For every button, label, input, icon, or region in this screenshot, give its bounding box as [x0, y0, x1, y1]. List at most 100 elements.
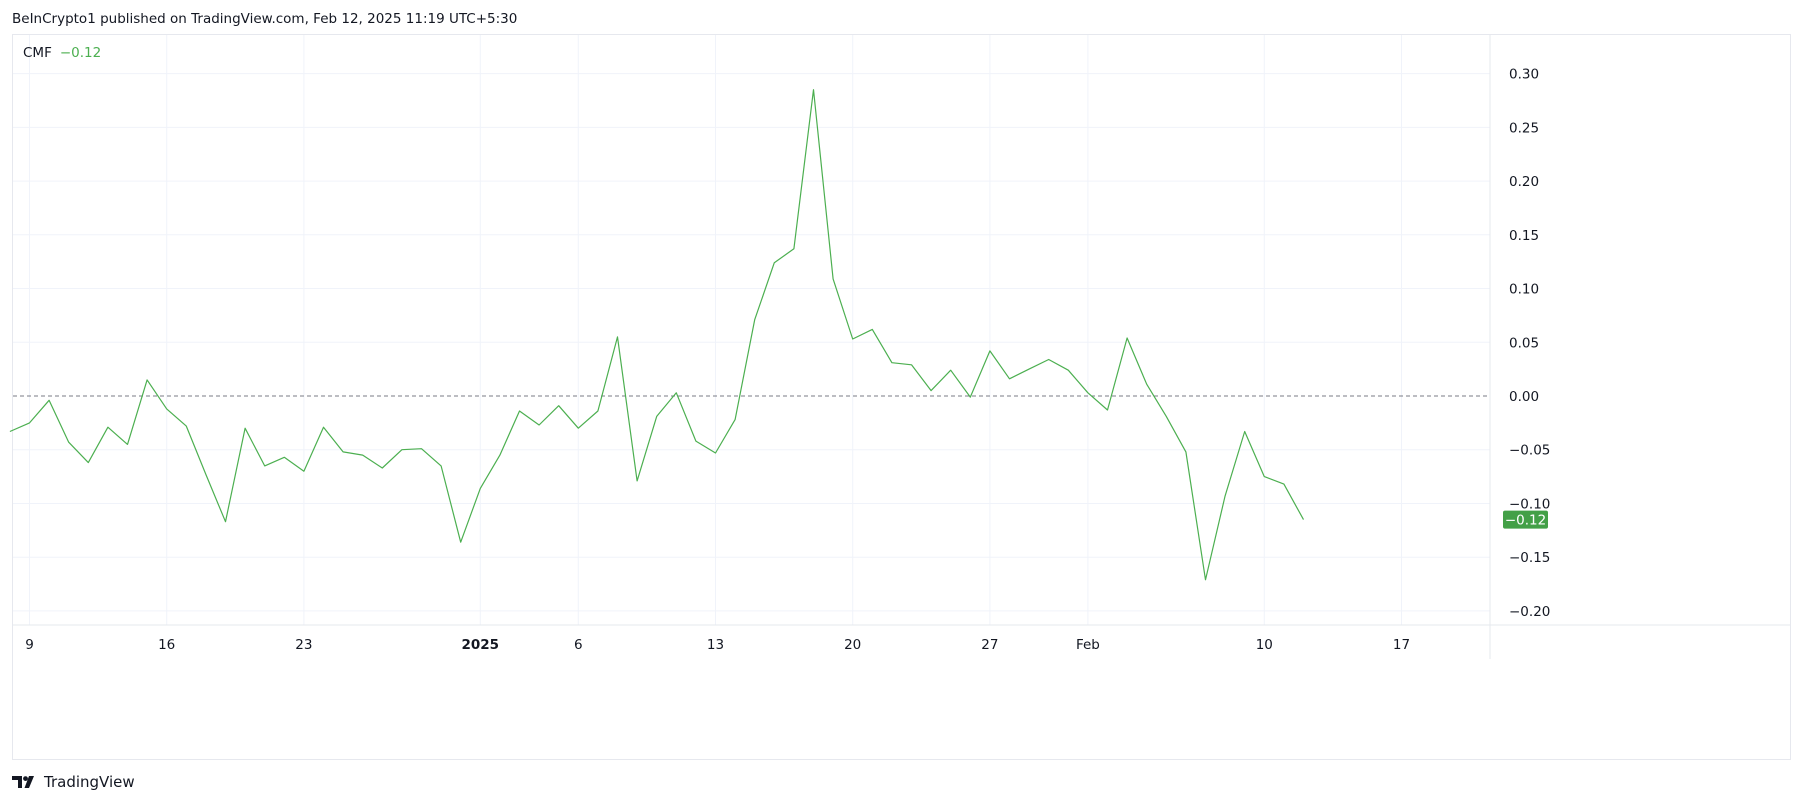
cmf-data-point: [734, 418, 737, 421]
cmf-data-point: [1145, 383, 1148, 386]
cmf-data-point: [106, 426, 109, 429]
cmf-data-point: [8, 430, 11, 433]
x-tick-label: 23: [295, 637, 312, 653]
cmf-data-point: [400, 448, 403, 451]
cmf-data-point: [498, 454, 501, 457]
cmf-data-point: [1204, 578, 1207, 581]
x-tick-label: 9: [25, 637, 34, 653]
cmf-data-point: [714, 452, 717, 455]
cmf-data-point: [890, 361, 893, 364]
cmf-data-point: [655, 415, 658, 418]
cmf-data-point: [1165, 415, 1168, 418]
legend: CMF −0.12: [23, 45, 101, 61]
cmf-data-point: [792, 247, 795, 250]
last-value-label: −0.12: [1505, 513, 1546, 529]
x-tick-label: 6: [574, 637, 583, 653]
cmf-data-point: [988, 349, 991, 352]
cmf-data-point: [1067, 369, 1070, 372]
y-tick-label: 0.30: [1509, 67, 1539, 83]
y-tick-label: 0.00: [1509, 389, 1539, 405]
cmf-data-point: [87, 461, 90, 464]
x-tick-label: 2025: [462, 637, 500, 653]
cmf-data-point: [1126, 337, 1129, 340]
x-tick-label: 20: [844, 637, 861, 653]
cmf-data-point: [518, 410, 521, 413]
cmf-data-point: [224, 520, 227, 523]
y-tick-label: 0.20: [1509, 174, 1539, 190]
cmf-data-point: [969, 396, 972, 399]
cmf-data-point: [773, 261, 776, 264]
cmf-data-point: [1263, 475, 1266, 478]
cmf-data-point: [871, 328, 874, 331]
y-tick-label: 0.25: [1509, 120, 1539, 136]
cmf-data-point: [557, 404, 560, 407]
cmf-data-point: [322, 426, 325, 429]
cmf-data-point: [1086, 391, 1089, 394]
cmf-data-point: [440, 464, 443, 467]
cmf-data-point: [459, 541, 462, 544]
cmf-data-point: [1243, 430, 1246, 433]
tradingview-branding[interactable]: TradingView: [12, 773, 135, 791]
chart-frame: [12, 34, 1791, 760]
cmf-data-point: [930, 389, 933, 392]
cmf-data-point: [146, 378, 149, 381]
cmf-data-point: [361, 454, 364, 457]
cmf-data-point: [185, 425, 188, 428]
cmf-data-point: [165, 407, 168, 410]
cmf-data-point: [263, 464, 266, 467]
y-tick-label: 0.15: [1509, 228, 1539, 244]
cmf-data-point: [1008, 377, 1011, 380]
x-tick-label: 17: [1393, 637, 1410, 653]
y-tick-label: −0.10: [1509, 496, 1550, 512]
x-tick-label: 13: [707, 637, 724, 653]
cmf-data-point: [753, 318, 756, 321]
cmf-series-line: [9, 89, 1305, 581]
cmf-data-point: [381, 467, 384, 470]
x-tick-label: 16: [158, 637, 175, 653]
legend-indicator-name: CMF: [23, 45, 52, 61]
cmf-data-point: [479, 487, 482, 490]
cmf-data-point: [675, 391, 678, 394]
cmf-data-point: [812, 88, 815, 91]
cmf-data-point: [244, 427, 247, 430]
cmf-data-point: [283, 456, 286, 459]
cmf-chart[interactable]: 0.300.250.200.150.100.050.00−0.05−0.10−0…: [0, 0, 1805, 760]
cmf-data-point: [1106, 409, 1109, 412]
y-tick-label: 0.10: [1509, 282, 1539, 298]
cmf-data-point: [342, 450, 345, 453]
cmf-data-point: [949, 369, 952, 372]
cmf-data-point: [67, 441, 70, 444]
cmf-data-point: [204, 473, 207, 476]
y-tick-label: 0.05: [1509, 335, 1539, 351]
cmf-data-point: [636, 479, 639, 482]
x-tick-label: Feb: [1076, 637, 1100, 653]
cmf-data-point: [596, 410, 599, 413]
x-tick-label: 27: [981, 637, 998, 653]
cmf-data-point: [126, 443, 129, 446]
cmf-data-point: [1047, 358, 1050, 361]
publisher-line: BeInCrypto1 published on TradingView.com…: [12, 11, 518, 27]
cmf-data-point: [538, 424, 541, 427]
last-value-badge: [1503, 510, 1548, 529]
cmf-data-point: [1302, 518, 1305, 521]
legend-indicator-value: −0.12: [59, 45, 102, 61]
cmf-data-point: [28, 421, 31, 424]
cmf-data-point: [1028, 368, 1031, 371]
cmf-data-point: [851, 338, 854, 341]
cmf-data-point: [694, 440, 697, 443]
cmf-data-point: [1282, 483, 1285, 486]
tradingview-brand-text: TradingView: [44, 773, 135, 791]
cmf-data-point: [577, 427, 580, 430]
cmf-data-point: [48, 399, 51, 402]
cmf-data-point: [910, 363, 913, 366]
tradingview-logo-icon: [12, 775, 34, 788]
y-tick-label: −0.15: [1509, 550, 1550, 566]
cmf-data-point: [832, 277, 835, 280]
cmf-data-point: [302, 470, 305, 473]
cmf-data-point: [616, 335, 619, 338]
y-tick-label: −0.05: [1509, 443, 1550, 459]
y-tick-label: −0.20: [1509, 604, 1550, 620]
cmf-data-point: [1184, 450, 1187, 453]
x-tick-label: 10: [1256, 637, 1273, 653]
cmf-data-point: [420, 447, 423, 450]
